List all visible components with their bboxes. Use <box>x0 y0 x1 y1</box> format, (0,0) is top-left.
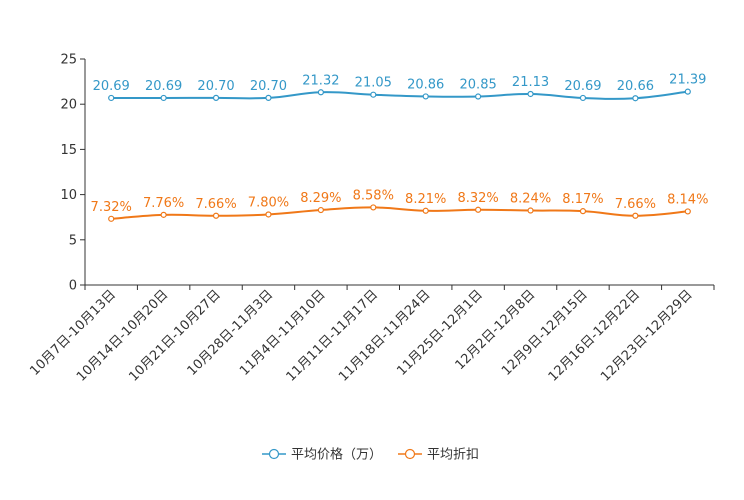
data-point[interactable] <box>212 94 220 101</box>
legend-label: 平均折扣 <box>427 448 479 463</box>
y-tick-label: 5 <box>69 233 77 248</box>
data-point[interactable] <box>422 207 429 214</box>
data-label: 8.17% <box>562 192 603 207</box>
data-label: 20.69 <box>564 79 601 94</box>
data-point[interactable] <box>317 89 324 96</box>
x-tick-label: 10月7日-10月13日 <box>27 287 119 379</box>
data-point[interactable] <box>579 94 587 102</box>
data-point[interactable] <box>108 94 115 102</box>
data-label: 20.69 <box>145 79 182 94</box>
data-label: 21.32 <box>302 73 339 88</box>
data-point[interactable] <box>475 206 482 213</box>
data-label: 7.76% <box>143 196 184 211</box>
data-label: 8.29% <box>300 191 341 206</box>
data-label: 8.58% <box>353 188 394 203</box>
legend-item-average-price[interactable]: 平均价格（万） <box>262 447 382 463</box>
data-point[interactable] <box>527 90 534 98</box>
data-point[interactable] <box>370 204 377 211</box>
data-point[interactable] <box>684 208 691 215</box>
y-tick-label: 0 <box>69 279 77 294</box>
data-point[interactable] <box>160 94 167 102</box>
y-tick-label: 15 <box>60 143 77 158</box>
data-label: 20.70 <box>197 79 234 94</box>
data-label: 7.32% <box>91 200 132 215</box>
chart-legend[interactable]: 平均价格（万） 平均折扣 <box>262 447 479 463</box>
data-label: 8.24% <box>510 192 551 207</box>
x-tick-label: 12月16日-12月22日 <box>546 287 643 384</box>
data-point[interactable] <box>579 208 587 215</box>
data-label: 7.66% <box>615 197 656 212</box>
data-label: 20.69 <box>93 79 130 94</box>
data-point[interactable] <box>632 212 639 219</box>
legend-marker <box>268 448 280 460</box>
x-tick-label: 11月11日-11月17日 <box>284 287 381 384</box>
data-label: 21.05 <box>355 76 392 91</box>
series-average-price: 20.69 20.69 20.70 20.70 21.32 21.05 20.86 20.85… <box>93 73 706 102</box>
y-tick-label: 10 <box>60 188 77 203</box>
data-label: 21.13 <box>512 75 549 90</box>
data-point[interactable] <box>265 94 272 101</box>
data-point[interactable] <box>684 88 691 95</box>
x-tick-label: 12月23日-12月29日 <box>598 287 695 384</box>
data-label: 8.32% <box>457 191 498 206</box>
y-tick-label: 20 <box>60 98 77 113</box>
series-line <box>111 206 688 220</box>
data-label: 21.39 <box>669 73 706 88</box>
legend-label: 平均价格（万） <box>291 447 382 463</box>
x-tick-label: 10月21日-10月27日 <box>126 287 223 384</box>
data-point[interactable] <box>527 207 534 214</box>
data-label: 8.21% <box>405 192 446 207</box>
data-label: 20.70 <box>250 79 287 94</box>
data-point[interactable] <box>422 93 429 100</box>
data-point[interactable] <box>475 93 482 100</box>
x-axis-ticks: 10月7日-10月13日10月14日-10月20日10月21日-10月27日10… <box>27 285 715 385</box>
data-label: 7.80% <box>248 195 289 210</box>
legend-item-average-discount[interactable]: 平均折扣 <box>398 448 479 463</box>
series-line <box>111 90 688 100</box>
chart-series: 20.69 20.69 20.70 20.70 21.32 21.05 20.86 20.85… <box>91 73 708 222</box>
x-tick-label: 10月14日-10月20日 <box>74 287 171 384</box>
y-tick-label: 25 <box>60 53 77 68</box>
data-label: 7.66% <box>195 197 236 212</box>
data-label: 20.86 <box>407 77 444 92</box>
legend-marker <box>404 448 416 460</box>
data-label: 8.14% <box>667 192 708 207</box>
data-point[interactable] <box>317 206 324 214</box>
x-tick-label: 11月18日-11月24日 <box>336 287 433 384</box>
data-point[interactable] <box>212 212 220 219</box>
data-label: 20.66 <box>617 79 654 94</box>
data-point[interactable] <box>370 91 377 98</box>
data-point[interactable] <box>265 211 272 218</box>
data-point[interactable] <box>108 215 115 222</box>
series-average-discount: 7.32% 7.76% 7.66% 7.80% 8.29% 8.58% 8.21% 8.32%… <box>91 188 708 222</box>
y-axis-ticks: 0 5 10 15 20 25 <box>60 53 85 294</box>
data-label: 20.85 <box>460 78 497 93</box>
data-point[interactable] <box>160 211 167 218</box>
data-point[interactable] <box>632 95 639 102</box>
